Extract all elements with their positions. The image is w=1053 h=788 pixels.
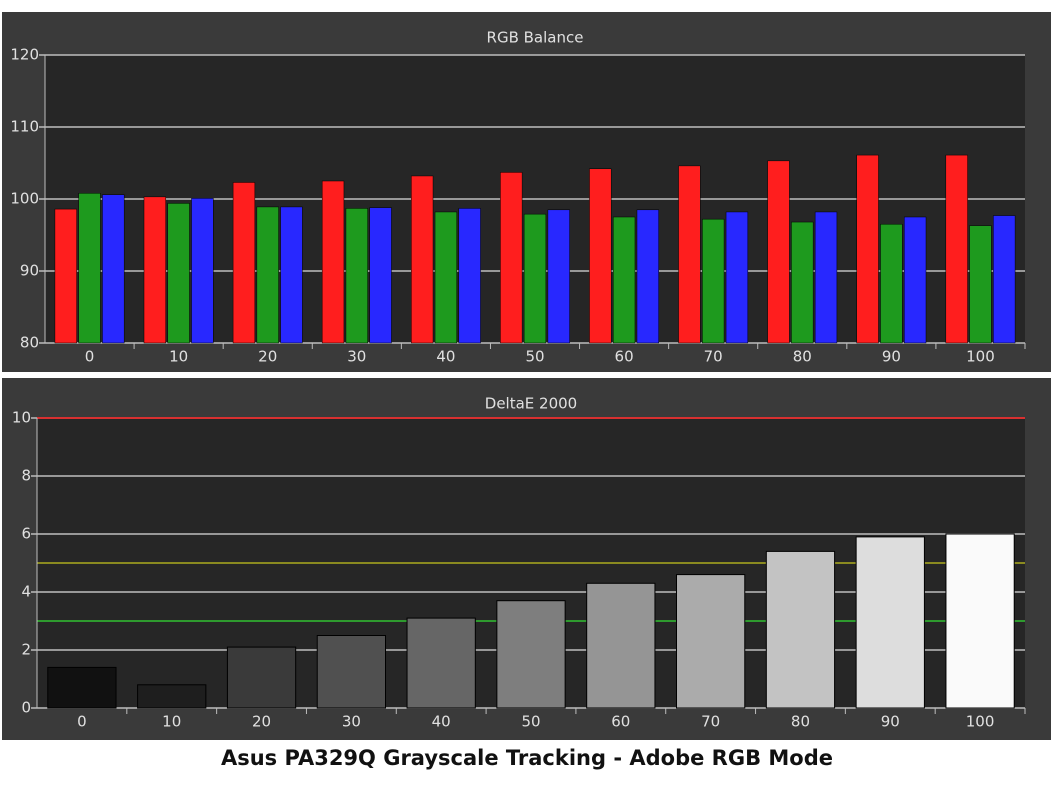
bar xyxy=(102,194,125,344)
bar xyxy=(54,208,77,344)
y-tick-label: 100 xyxy=(10,190,39,208)
x-tick-label: 10 xyxy=(162,713,181,731)
x-tick-label: 0 xyxy=(85,348,95,366)
bar xyxy=(137,684,207,709)
x-tick-label: 20 xyxy=(258,348,277,366)
y-tick-label: 6 xyxy=(21,525,31,543)
bar xyxy=(767,160,790,344)
bar xyxy=(547,209,570,344)
bar xyxy=(702,218,725,344)
x-tick-label: 80 xyxy=(791,713,810,731)
bar xyxy=(676,574,746,709)
bar xyxy=(143,196,167,344)
bar xyxy=(880,223,903,344)
bar xyxy=(725,211,749,344)
x-tick-label: 30 xyxy=(347,348,366,366)
bar xyxy=(523,213,547,344)
x-tick-label: 40 xyxy=(436,348,455,366)
x-tick-label: 60 xyxy=(611,713,630,731)
bar xyxy=(903,216,927,344)
chart-title: DeltaE 2000 xyxy=(485,395,577,413)
bar xyxy=(791,221,814,344)
bar xyxy=(993,215,1016,344)
bar xyxy=(411,175,434,344)
x-tick-label: 60 xyxy=(615,348,634,366)
bar xyxy=(856,154,879,344)
x-tick-label: 80 xyxy=(793,348,812,366)
bar xyxy=(678,165,701,344)
chart-title: RGB Balance xyxy=(487,29,584,47)
bar xyxy=(969,225,992,344)
y-tick-label: 8 xyxy=(21,467,31,485)
x-tick-label: 20 xyxy=(252,713,271,731)
x-tick-label: 50 xyxy=(521,713,540,731)
bar xyxy=(612,216,636,344)
bar xyxy=(434,211,458,344)
bar xyxy=(256,206,279,344)
x-tick-label: 40 xyxy=(432,713,451,731)
y-tick-label: 80 xyxy=(20,334,39,352)
y-tick-label: 110 xyxy=(10,118,39,136)
x-tick-label: 10 xyxy=(169,348,188,366)
bar xyxy=(226,646,297,709)
bar xyxy=(191,198,214,344)
bar xyxy=(458,208,481,344)
bar xyxy=(369,207,392,344)
x-tick-label: 30 xyxy=(342,713,361,731)
bar xyxy=(765,550,836,709)
x-tick-label: 70 xyxy=(704,348,723,366)
x-tick-label: 0 xyxy=(77,713,87,731)
bar xyxy=(316,635,386,709)
y-tick-label: 10 xyxy=(12,409,31,427)
y-tick-label: 90 xyxy=(20,262,39,280)
bar xyxy=(586,582,656,709)
bar xyxy=(945,154,968,344)
y-tick-label: 120 xyxy=(10,46,39,64)
bar xyxy=(345,208,368,344)
bar xyxy=(855,536,925,709)
bar xyxy=(232,182,256,344)
bar xyxy=(589,168,612,344)
x-tick-label: 50 xyxy=(525,348,544,366)
bar xyxy=(636,209,659,344)
x-tick-label: 100 xyxy=(966,713,995,731)
bar xyxy=(496,600,566,709)
caption: Asus PA329Q Grayscale Tracking - Adobe R… xyxy=(221,746,833,770)
x-tick-label: 100 xyxy=(966,348,995,366)
bar xyxy=(78,192,101,344)
bar xyxy=(406,617,476,709)
x-tick-label: 90 xyxy=(881,713,900,731)
y-tick-label: 0 xyxy=(21,699,31,717)
bar xyxy=(167,203,190,344)
y-tick-label: 4 xyxy=(21,583,31,601)
bar xyxy=(945,533,1015,709)
y-tick-label: 2 xyxy=(21,641,31,659)
bar xyxy=(280,206,303,344)
bar xyxy=(321,180,345,344)
x-tick-label: 90 xyxy=(882,348,901,366)
bar xyxy=(814,211,838,344)
bar xyxy=(47,666,117,709)
x-tick-label: 70 xyxy=(701,713,720,731)
bar xyxy=(500,172,523,344)
